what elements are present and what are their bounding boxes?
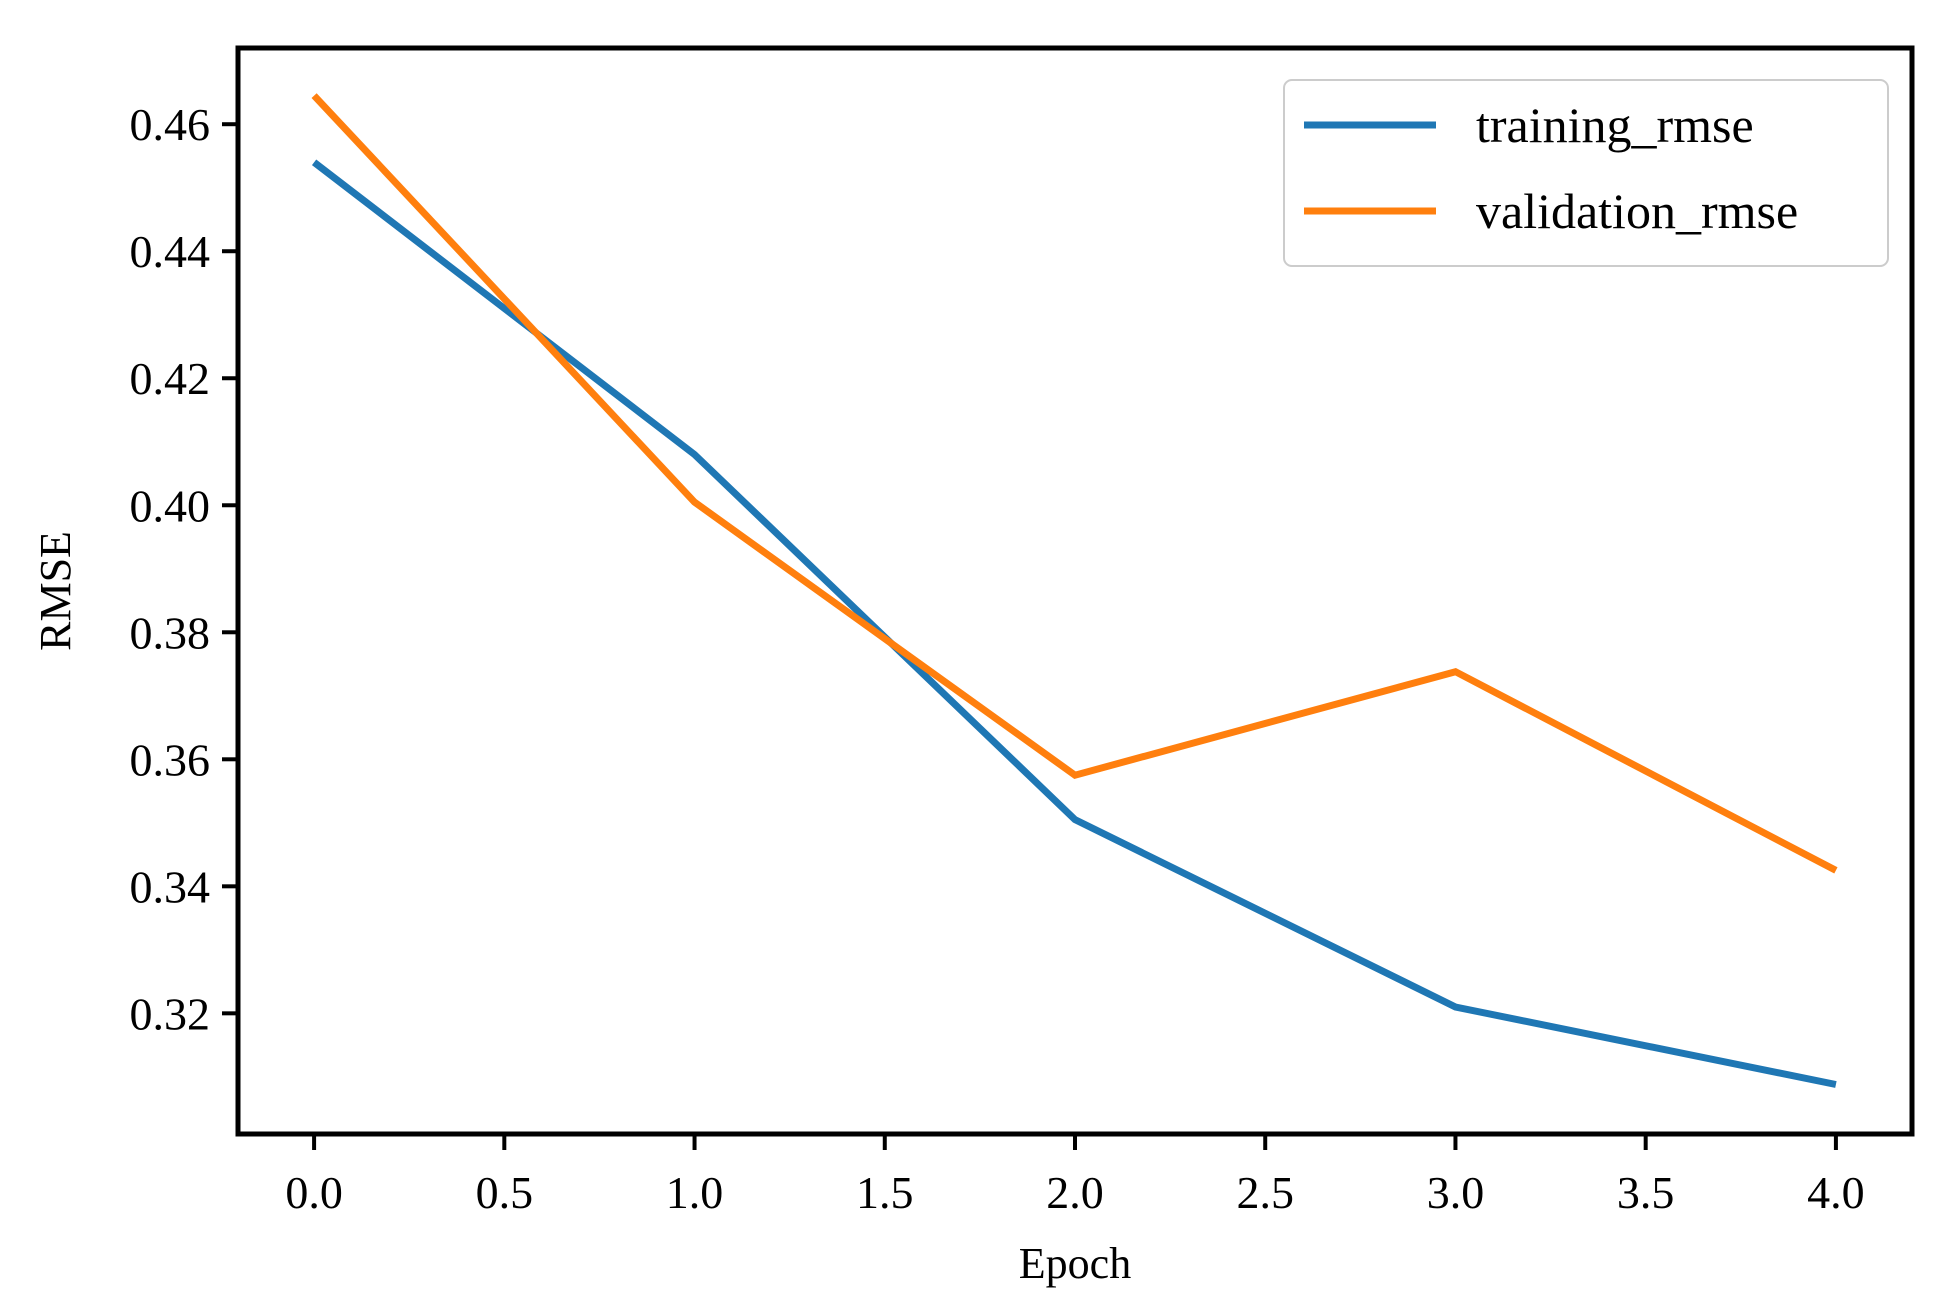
x-tick-label: 4.0	[1807, 1167, 1865, 1218]
x-axis-label: Epoch	[1019, 1239, 1131, 1288]
legend: training_rmse validation_rmse	[1283, 79, 1889, 267]
y-tick-label: 0.34	[130, 861, 211, 912]
x-tick-label: 2.0	[1046, 1167, 1104, 1218]
y-axis: 0.32 0.34 0.36 0.38 0.40 0.42 0.44 0.46	[130, 99, 238, 1039]
y-tick-label: 0.38	[130, 607, 211, 658]
series-line-training_rmse	[311, 159, 1837, 1088]
y-axis-label: RMSE	[31, 531, 80, 651]
x-tick-label: 1.5	[856, 1167, 914, 1218]
x-axis: 0.0 0.5 1.0 1.5 2.0 2.5 3.0 3.5 4.0	[285, 1134, 1865, 1218]
y-tick-label: 0.32	[130, 988, 211, 1039]
y-tick-label: 0.44	[130, 226, 211, 277]
x-tick-label: 0.0	[285, 1167, 343, 1218]
legend-label-validation_rmse: validation_rmse	[1476, 183, 1798, 239]
legend-label-training_rmse: training_rmse	[1476, 97, 1754, 153]
y-tick-label: 0.46	[130, 99, 211, 150]
x-tick-label: 1.0	[666, 1167, 724, 1218]
y-tick-label: 0.40	[130, 480, 211, 531]
series-line-validation_rmse	[311, 93, 1838, 874]
x-tick-label: 2.5	[1236, 1167, 1294, 1218]
x-tick-label: 0.5	[476, 1167, 534, 1218]
x-tick-label: 3.5	[1617, 1167, 1675, 1218]
x-tick-label: 3.0	[1427, 1167, 1485, 1218]
y-tick-label: 0.36	[130, 734, 211, 785]
series-layer	[311, 93, 1838, 1088]
y-tick-label: 0.42	[130, 353, 211, 404]
